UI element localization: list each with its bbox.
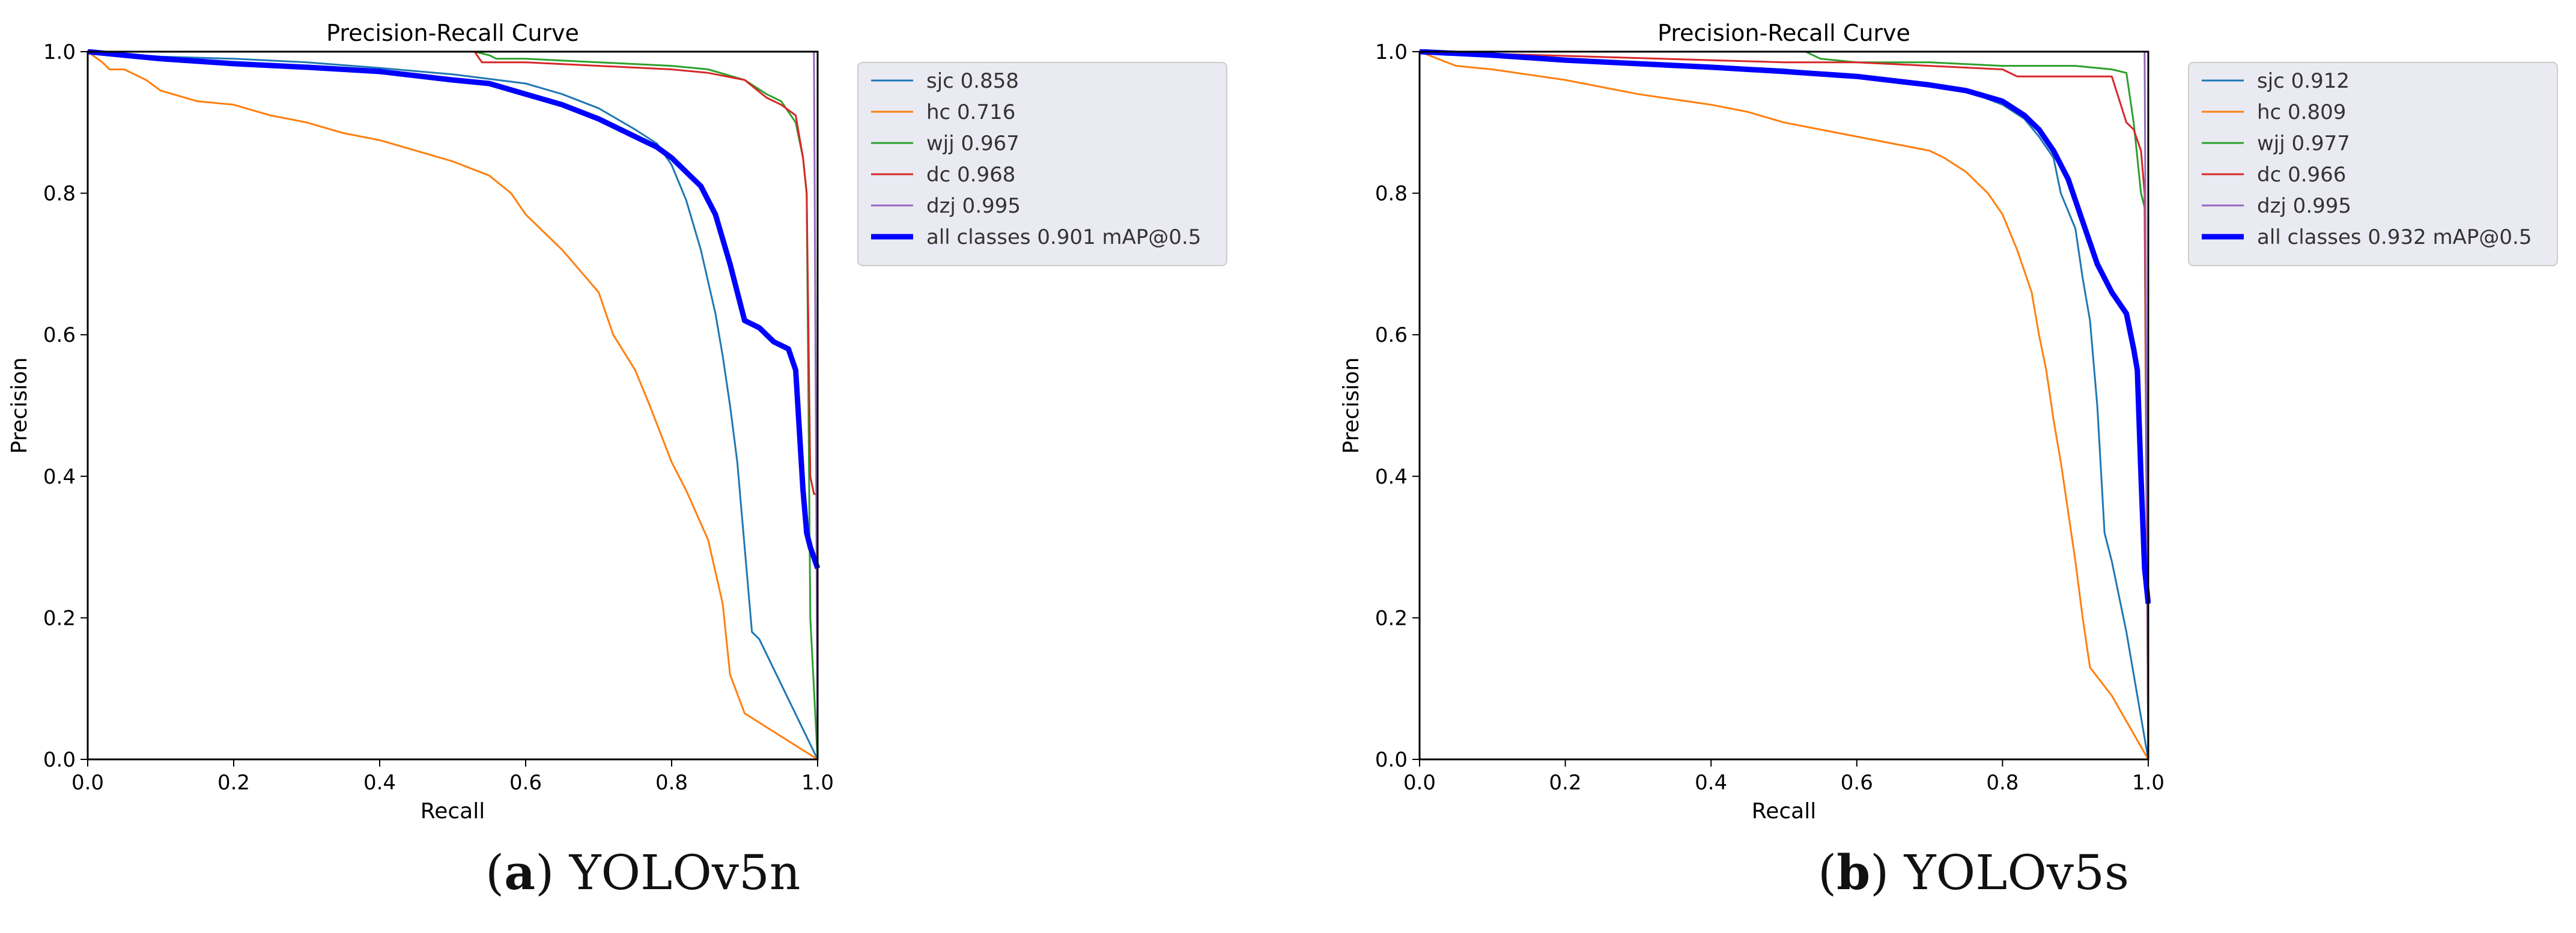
legend-label: dc 0.968 [926,163,1015,187]
caption-b-open: ( [1818,845,1837,901]
series-line-hc [87,50,818,761]
y-axis-label: Precision [1339,357,1364,454]
legend-label: wjj 0.977 [2257,132,2350,156]
series-line-sjc [87,50,819,760]
series-line-hc [1419,50,2149,760]
x-tick-label: 0.6 [1841,771,1873,795]
x-tick-label: 0.0 [1403,771,1436,795]
legend-label: dzj 0.995 [2257,194,2351,218]
y-tick-label: 0.4 [43,465,76,489]
caption-a-text: ) YOLOv5n [535,845,801,901]
caption-b-text: ) YOLOv5s [1870,845,2130,901]
x-tick-label: 0.4 [1695,771,1727,795]
y-tick-label: 0.2 [1375,606,1408,630]
x-tick-label: 1.0 [801,771,834,795]
caption-a-letter: a [504,844,536,901]
x-tick-label: 0.2 [1549,771,1582,795]
chart-a: Precision-Recall Curve 0.0 0.2 0.4 0.6 0.8 1.0… [7,20,1227,824]
caption-a: (a) YOLOv5n [485,844,800,901]
x-tick-label: 0.4 [363,771,396,795]
legend-label: wjj 0.967 [926,132,1019,156]
legend-box [2188,62,2558,266]
x-tick-label: 0.0 [71,771,104,795]
legend-label: all classes 0.932 mAP@0.5 [2257,225,2532,249]
chart-b: Precision-Recall Curve 0.0 0.2 0.4 0.6 0.8 1.0… [1339,20,2558,824]
x-tick-label: 0.2 [217,771,250,795]
legend-label: sjc 0.858 [926,69,1019,93]
legend: sjc 0.858 hc 0.716 wjj 0.967 dc 0.968 dzj 0.… [857,62,1227,266]
x-tick-label: 0.8 [655,771,688,795]
series-line-dzj [88,50,819,760]
series-line-wjj [1420,50,2149,760]
x-axis-label: Recall [1752,799,1816,824]
legend-label: dc 0.966 [2257,163,2346,187]
series-lines [87,49,820,761]
series-line-wjj [88,50,819,760]
y-tick-label: 0.8 [43,182,76,206]
y-tick-label: 1.0 [43,40,76,64]
caption-a-open: ( [485,845,505,901]
y-tick-label: 1.0 [1375,40,1408,64]
x-axis-label: Recall [421,799,485,824]
chart-title: Precision-Recall Curve [1657,20,1910,46]
legend: sjc 0.912 hc 0.809 wjj 0.977 dc 0.966 dzj 0.… [2188,62,2558,266]
plot-frame [87,50,819,761]
legend-label: hc 0.716 [926,100,1015,124]
y-axis-label: Precision [7,357,32,454]
series-line-sjc [1419,50,2149,760]
y-tick-label: 0.6 [43,323,76,347]
caption-b-letter: b [1836,844,1871,901]
y-tick-label: 0.0 [43,748,76,772]
chart-title: Precision-Recall Curve [326,20,579,46]
y-tick-label: 0.8 [1375,182,1408,206]
series-line-dc [1419,50,2149,760]
x-tick-label: 0.6 [509,771,542,795]
legend-box [857,62,1227,266]
y-tick-label: 0.6 [1375,323,1408,347]
y-tick-label: 0.0 [1375,748,1408,772]
legend-label: all classes 0.901 mAP@0.5 [926,225,1201,249]
y-tick-label: 0.2 [43,606,76,630]
plot-frame [1418,50,2149,761]
x-tick-label: 1.0 [2132,771,2164,795]
caption-b: (b) YOLOv5s [1818,844,2129,901]
legend-label: hc 0.809 [2257,100,2346,124]
x-tick-label: 0.8 [1986,771,2019,795]
series-line-all-classes [1419,49,2151,604]
legend-label: sjc 0.912 [2257,69,2350,93]
legend-label: dzj 0.995 [926,194,1021,218]
series-line-dc [88,50,818,495]
series-line-dzj [1420,50,2149,760]
y-tick-label: 0.4 [1375,465,1408,489]
series-lines [1419,49,2151,760]
series-line-all-classes [87,49,820,570]
